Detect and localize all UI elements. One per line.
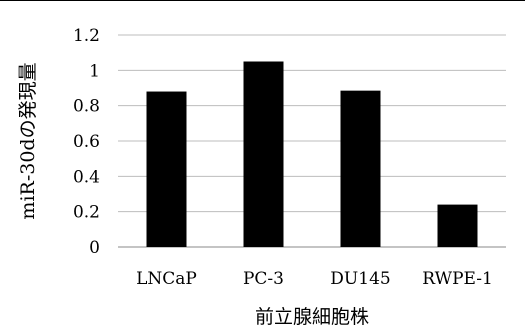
x-axis-title: 前立腺細胞株 xyxy=(255,306,369,328)
x-tick-label: DU145 xyxy=(330,269,390,289)
x-tick-label: RWPE-1 xyxy=(422,269,493,289)
y-tick-label: 0.2 xyxy=(73,203,100,223)
y-tick-label: 1.2 xyxy=(73,26,100,46)
y-tick-labels: 0 0.2 0.4 0.6 0.8 1 1.2 xyxy=(73,26,100,258)
y-tick-label: 0 xyxy=(89,238,100,258)
bar-rwpe-1 xyxy=(437,204,478,247)
bar-pc-3 xyxy=(243,61,284,247)
bar-lncap xyxy=(146,91,187,248)
x-tick-label: PC-3 xyxy=(243,269,284,289)
bar-du145 xyxy=(340,90,381,248)
x-tick-labels: LNCaP PC-3 DU145 RWPE-1 xyxy=(136,269,493,289)
y-tick-label: 0.4 xyxy=(73,167,100,187)
y-tick-label: 1 xyxy=(89,61,100,81)
y-tick-label: 0.8 xyxy=(73,97,100,117)
y-tick-label: 0.6 xyxy=(73,132,100,152)
x-tick-label: LNCaP xyxy=(136,269,197,289)
bars xyxy=(146,61,478,248)
y-axis-title: miR-30dの発現量 xyxy=(17,62,39,219)
